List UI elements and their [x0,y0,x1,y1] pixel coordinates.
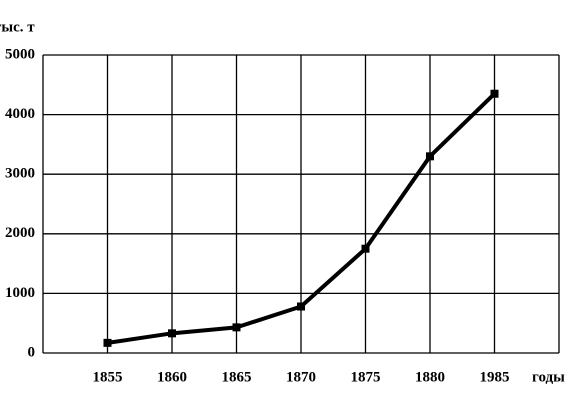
x-axis-label: годы [532,369,565,385]
data-point [232,323,241,332]
x-tick-label: 1865 [222,369,252,385]
data-point [490,89,499,98]
data-point [168,329,176,338]
y-axis-label: тыс. т [0,19,35,35]
x-tick-label: 1870 [286,369,316,385]
x-tick-label: 1875 [351,369,381,385]
data-point [103,338,112,347]
y-tick-label: 0 [28,344,36,360]
y-tick-label: 5000 [5,46,35,62]
data-point [297,302,305,311]
x-tick-label: 1855 [93,369,123,385]
y-tick-label: 2000 [5,225,35,241]
y-tick-label: 4000 [5,106,35,122]
data-point [361,244,370,253]
x-tick-label: 1985 [480,369,510,385]
x-tick-label: 1880 [415,369,445,385]
x-tick-label: 1860 [157,369,187,385]
y-tick-label: 1000 [5,285,35,301]
data-point [426,152,434,161]
y-tick-label: 3000 [5,166,35,182]
